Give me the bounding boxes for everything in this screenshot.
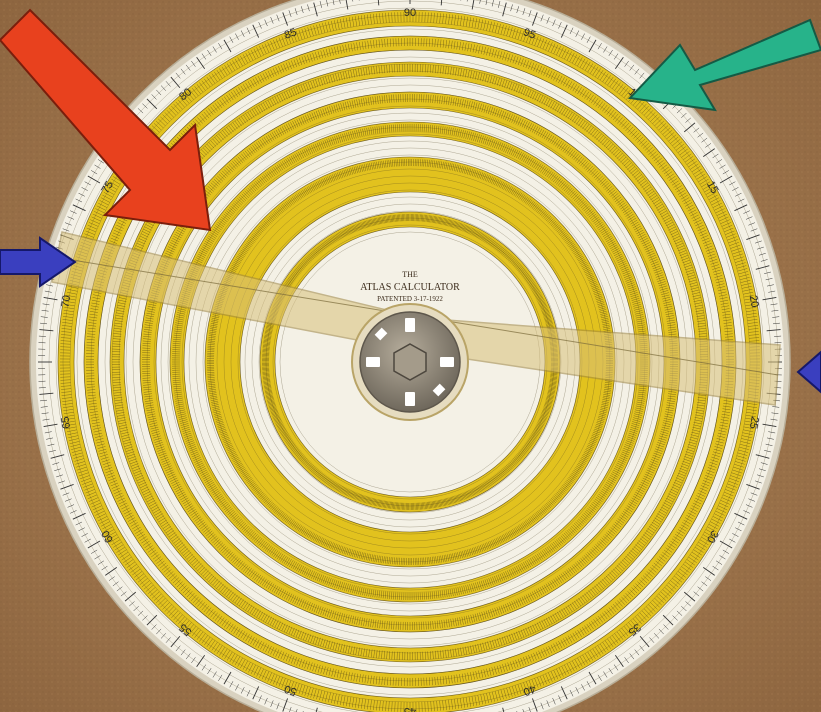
red-arrow <box>0 8 212 232</box>
outer-scale-number: 50 <box>283 682 299 697</box>
outer-scale-number: 30 <box>704 528 721 545</box>
outer-scale-number: 70 <box>59 294 73 308</box>
outer-scale-number: 85 <box>283 26 299 41</box>
label-line3: PATENTED 3-17-1922 <box>377 295 443 303</box>
outer-scale-number: 40 <box>522 682 538 697</box>
label-line1: THE <box>402 270 418 279</box>
label-line2: ATLAS CALCULATOR <box>360 282 460 293</box>
outer-scale-number: 15 <box>704 179 721 196</box>
calculator-label: THE ATLAS CALCULATOR PATENTED 3-17-1922 <box>360 270 460 303</box>
hex-nut <box>393 343 427 381</box>
outer-scale-number: 60 <box>99 528 116 545</box>
outer-scale-number: 90 <box>404 7 416 19</box>
blue-arrow-left <box>0 236 77 288</box>
blue-arrow-right <box>796 350 821 394</box>
outer-scale-number: 95 <box>522 26 538 41</box>
outer-scale-number: 45 <box>404 705 416 712</box>
outer-scale-number: 75 <box>99 179 116 196</box>
center-hub <box>351 303 469 421</box>
outer-scale-number: 65 <box>59 416 73 430</box>
outer-scale-number: 20 <box>747 294 761 308</box>
green-arrow <box>627 18 821 112</box>
outer-scale-number: 25 <box>747 416 761 430</box>
